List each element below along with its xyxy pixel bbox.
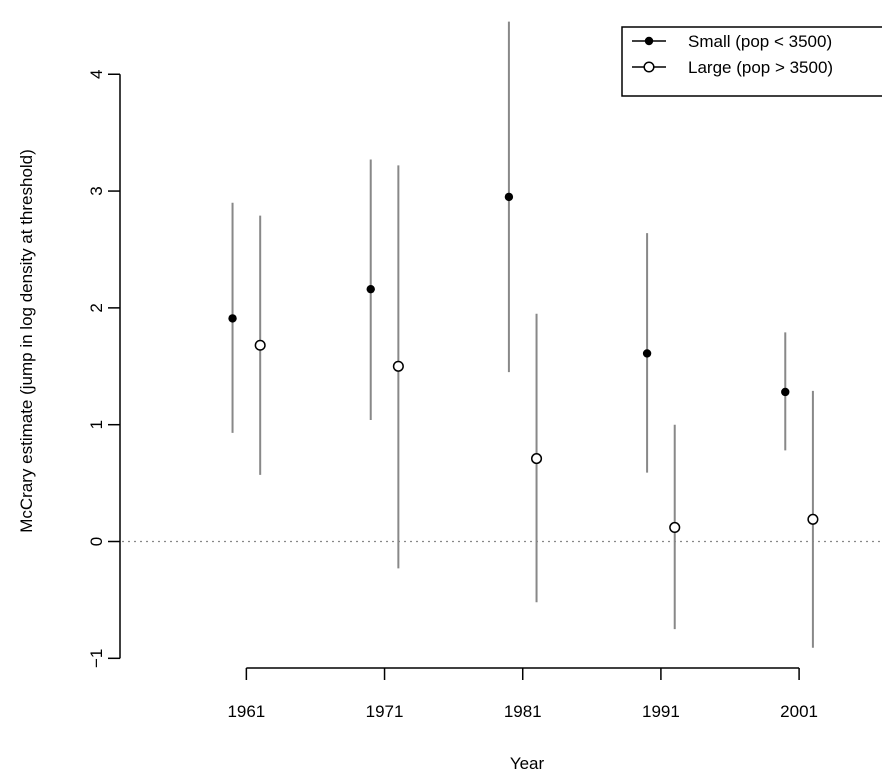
x-tick-label: 2001 bbox=[780, 702, 818, 721]
x-tick-label: 1981 bbox=[504, 702, 542, 721]
y-tick-label: 2 bbox=[87, 303, 106, 312]
small-point bbox=[228, 314, 237, 323]
legend-box bbox=[621, 26, 882, 97]
y-axis: −1 0 1 2 3 4 bbox=[87, 70, 121, 668]
small-point bbox=[781, 387, 790, 397]
large-point bbox=[530, 453, 543, 465]
y-tick-label: 4 bbox=[87, 70, 106, 79]
y-tick-label: 3 bbox=[87, 186, 106, 195]
x-axis-title: Year bbox=[510, 754, 545, 773]
legend-label-large: Large (pop > 3500) bbox=[688, 58, 833, 77]
x-axis: 1961 1971 1981 1991 2001 bbox=[227, 667, 818, 721]
y-tick-label: −1 bbox=[87, 649, 106, 668]
legend-marker-small bbox=[644, 36, 654, 46]
small-point bbox=[642, 349, 652, 358]
small-point bbox=[504, 192, 514, 202]
legend-marker-large bbox=[643, 61, 655, 73]
y-tick-label: 0 bbox=[87, 537, 106, 546]
y-axis-title: McCrary estimate (jump in log density at… bbox=[17, 149, 36, 533]
large-point bbox=[669, 521, 681, 534]
legend: Small (pop < 3500) Large (pop > 3500) bbox=[621, 26, 882, 97]
large-point bbox=[392, 360, 404, 372]
series-layer bbox=[228, 21, 819, 648]
x-tick-label: 1971 bbox=[366, 702, 404, 721]
small-point bbox=[366, 284, 375, 294]
large-point bbox=[254, 339, 266, 351]
legend-label-small: Small (pop < 3500) bbox=[688, 32, 832, 51]
large-point bbox=[807, 513, 819, 525]
x-tick-label: 1991 bbox=[642, 702, 680, 721]
y-tick-label: 1 bbox=[87, 420, 106, 429]
x-tick-label: 1961 bbox=[227, 702, 265, 721]
